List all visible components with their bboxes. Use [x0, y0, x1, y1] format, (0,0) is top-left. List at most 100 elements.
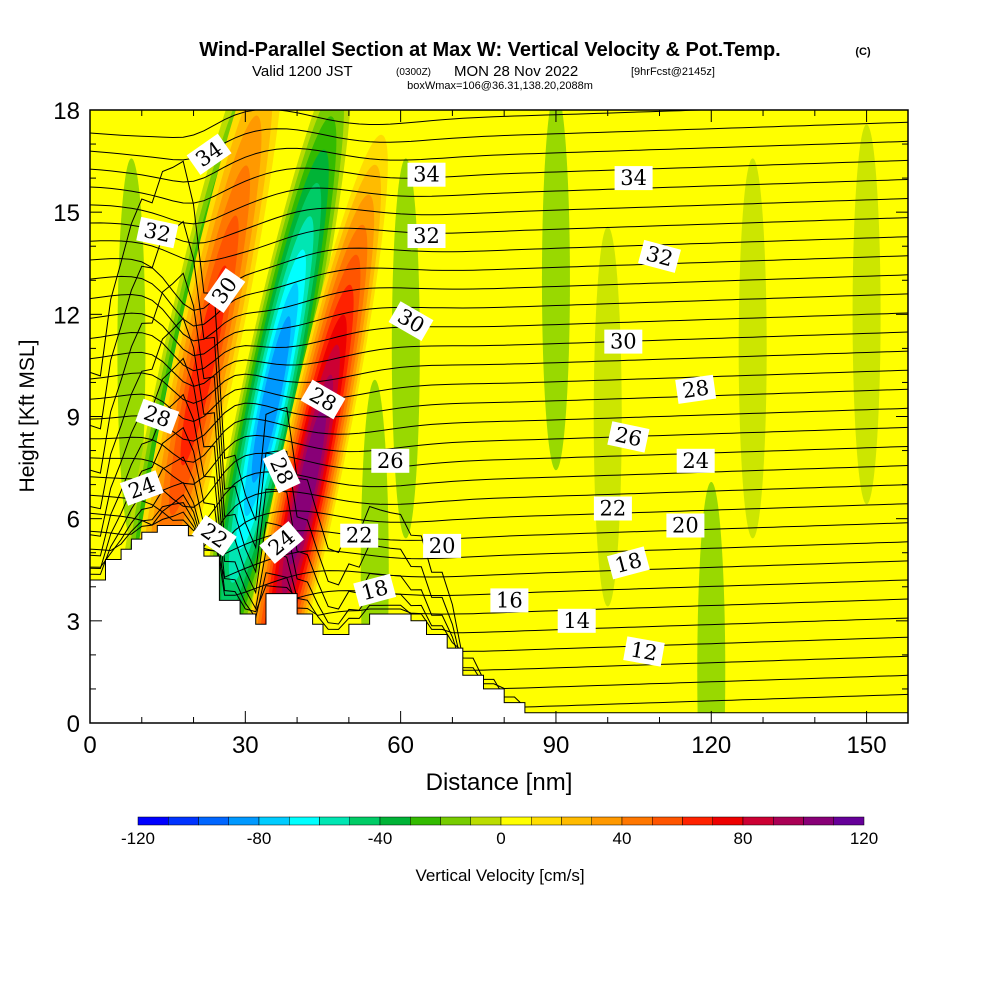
colorbar-swatch	[742, 816, 774, 826]
colorbar-swatch	[137, 816, 169, 826]
colorbar-swatch	[712, 816, 744, 826]
isentrope-label-box	[490, 588, 529, 613]
y-tick-label: 15	[53, 200, 80, 227]
colorbar-swatch	[531, 816, 562, 826]
isentrope-line	[90, 465, 908, 532]
isentrope-label-text: 20	[429, 534, 456, 558]
colorbar-swatch	[621, 816, 653, 826]
isentrope-label-text: 34	[620, 166, 647, 190]
isentrope-label: 26	[371, 448, 410, 473]
isentrope-label-text: 22	[346, 524, 373, 548]
isentrope-line	[90, 179, 908, 225]
isentrope-label-box	[135, 398, 180, 435]
x-tick-label: 120	[691, 732, 731, 759]
isentrope-label-box	[300, 379, 346, 420]
y-tick-label: 12	[53, 302, 80, 329]
weak-downdraft-band	[541, 110, 570, 471]
x-tick-label: 90	[543, 732, 570, 759]
isentrope-label-text: 16	[496, 588, 523, 612]
isentrope-label-box	[606, 546, 650, 580]
isentrope-label-box	[407, 162, 446, 187]
x-tick-label: 60	[387, 732, 414, 759]
colorbar-swatch	[833, 816, 865, 826]
isentrope-label-box	[676, 448, 715, 473]
isentrope-line	[90, 198, 908, 244]
colorbar-swatch	[440, 816, 471, 826]
isentrope-label-box	[607, 421, 650, 453]
isentrope-label-box	[604, 329, 643, 354]
y-tick-label: 3	[67, 609, 80, 636]
colorbar-swatch	[168, 816, 199, 826]
isentrope-label: 20	[666, 513, 705, 538]
weak-downdraft-band	[593, 226, 622, 607]
isentrope-line	[90, 274, 908, 342]
y-tick-label: 0	[67, 711, 80, 738]
isentrope-line	[90, 217, 908, 263]
isentrope-line	[90, 110, 717, 139]
isentrope-line	[90, 140, 908, 183]
isentrope-label: 20	[423, 533, 462, 558]
colorbar-swatch	[319, 816, 350, 826]
isentrope-label: 24	[676, 448, 715, 473]
isentrope-label: 26	[607, 421, 650, 453]
isentrope-label-text: 24	[682, 449, 709, 473]
colorbar-swatch	[803, 816, 834, 826]
isentrope-label-text: 20	[672, 514, 699, 538]
y-tick-label: 18	[53, 98, 80, 125]
isentrope-label-box	[675, 374, 717, 404]
isentrope-label-box	[371, 448, 410, 473]
subtitle-valid: Valid 1200 JST	[252, 63, 353, 80]
isentrope-label-box	[388, 301, 434, 341]
isentrope-label-text: 26	[377, 449, 404, 473]
colorbar-swatch	[228, 816, 260, 826]
isentrope-line	[90, 393, 908, 619]
isentrope-line	[90, 312, 908, 372]
isentrope-line	[90, 159, 908, 204]
isentrope-label: 30	[604, 329, 643, 354]
colorbar-swatch	[470, 816, 502, 826]
isentrope-label-box	[136, 216, 179, 249]
subtitle-utc: (0300Z)	[396, 67, 431, 78]
isentrope-label-box	[614, 166, 653, 191]
isentrope-label: 32	[136, 216, 179, 249]
isentrope-label-box	[186, 133, 232, 176]
isentrope-line	[90, 220, 908, 690]
subtitle-box: boxWmax=106@36.31,138.20,2088m	[407, 80, 593, 92]
x-tick-label: 150	[847, 732, 887, 759]
x-axis: 0 30 60 90 120 150	[83, 110, 887, 759]
isentrope-label-box	[203, 268, 246, 313]
y-axis-label: Height [Kft MSL]	[16, 340, 39, 493]
isentrope-label-text: 26	[613, 422, 644, 451]
colorbar-swatch	[410, 816, 441, 826]
colorbar-swatch	[198, 816, 229, 826]
isentrope-label-text: 12	[629, 637, 659, 665]
isentrope-label: 16	[490, 588, 529, 613]
colorbar-tick-label: -80	[247, 829, 272, 848]
isentrope-line	[90, 350, 908, 404]
colorbar-swatch	[349, 816, 381, 826]
x-axis-label: Distance [nm]	[426, 769, 573, 796]
isentrope-line	[90, 160, 908, 708]
isentrope-line	[90, 484, 908, 548]
isentrope-line	[90, 456, 908, 596]
colorbar-swatch	[682, 816, 713, 826]
isentrope-line	[90, 407, 908, 463]
isentrope-label-text: 14	[563, 609, 590, 633]
isentrope-label-box	[623, 636, 665, 667]
x-tick-label: 30	[232, 732, 259, 759]
isentrope-label-text: 34	[413, 163, 440, 187]
chart-title: Wind-Parallel Section at Max W: Vertical…	[199, 39, 780, 61]
isentrope-line	[90, 426, 908, 485]
chart-title-mark: (C)	[855, 46, 871, 58]
y-tick-label: 6	[67, 507, 80, 534]
isentrope-line	[90, 446, 908, 508]
subtitle-fcst: [9hrFcst@2145z]	[631, 66, 715, 78]
colorbar-tick-label: -120	[121, 829, 155, 848]
weak-downdraft-band	[697, 481, 726, 723]
colorbar-swatch	[561, 816, 592, 826]
weak-downdraft-band	[738, 158, 767, 539]
isentrope-line	[90, 121, 908, 161]
colorbar: -120 -80 -40 0 40 80 120	[121, 816, 878, 848]
